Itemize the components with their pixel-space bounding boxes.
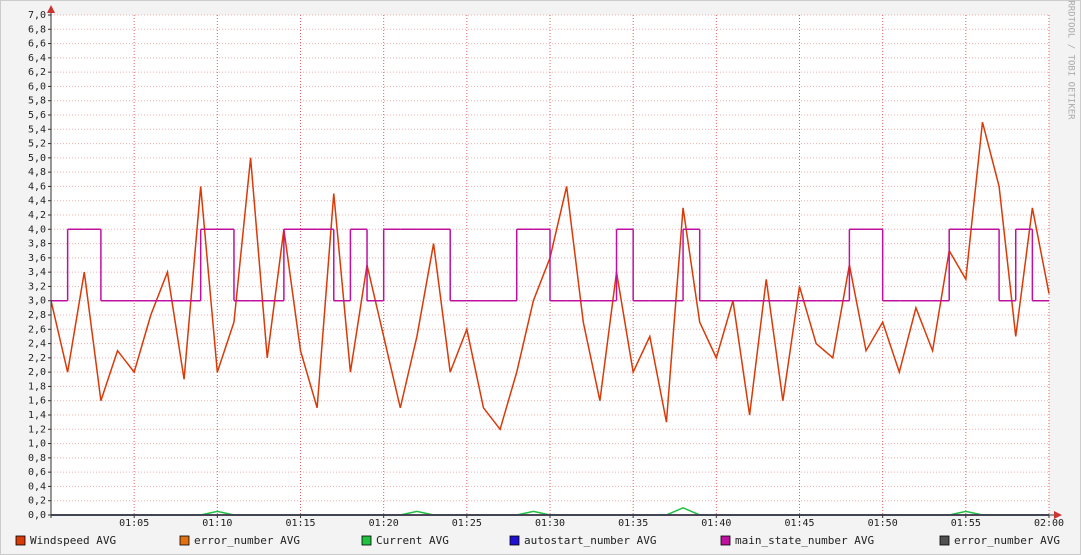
legend-label: error_number AVG <box>194 534 300 547</box>
y-tick-label: 1,8 <box>28 381 46 392</box>
y-tick-label: 6,4 <box>28 53 46 64</box>
x-tick-label: 01:25 <box>452 518 482 529</box>
y-tick-label: 1,2 <box>28 424 46 435</box>
y-tick-label: 4,2 <box>28 210 46 221</box>
legend-label: main_state_number AVG <box>735 534 874 547</box>
y-tick-label: 0,6 <box>28 467 46 478</box>
x-tick-label: 01:20 <box>369 518 399 529</box>
legend-swatch <box>509 535 520 546</box>
y-tick-label: 3,4 <box>28 267 46 278</box>
axes: 0,0 0,2 0,4 0,6 0,8 1,0 1,2 1,4 1,6 1,8 2,0 2,2 2,4 2… <box>28 5 1064 529</box>
x-tick-label: 01:50 <box>868 518 898 529</box>
y-tick-label: 3,6 <box>28 253 46 264</box>
y-tick-label: 0,8 <box>28 453 46 464</box>
legend-swatch <box>179 535 190 546</box>
y-tick-label: 4,6 <box>28 181 46 192</box>
y-tick-label: 4,4 <box>28 196 46 207</box>
y-tick-label: 7,0 <box>28 10 46 21</box>
y-tick-label: 1,6 <box>28 396 46 407</box>
y-tick-label: 2,2 <box>28 353 46 364</box>
y-tick-label: 6,0 <box>28 81 46 92</box>
legend-swatch <box>15 535 26 546</box>
legend-label: autostart_number AVG <box>524 534 656 547</box>
y-tick-label: 2,0 <box>28 367 46 378</box>
legend: Windspeed AVG error_number AVG Current AVG… <box>15 534 1060 547</box>
y-tick-label: 2,4 <box>28 339 46 350</box>
y-tick-label: 2,6 <box>28 324 46 335</box>
y-arrow <box>47 5 55 13</box>
x-tick-label: 01:30 <box>535 518 565 529</box>
y-tick-label: 5,6 <box>28 110 46 121</box>
y-tick-label: 5,4 <box>28 124 46 135</box>
y-tick-label: 0,4 <box>28 481 46 492</box>
y-tick-label: 4,0 <box>28 224 46 235</box>
x-tick-label: 01:40 <box>701 518 731 529</box>
y-tick-label: 0,0 <box>28 510 46 521</box>
y-tick-label: 3,0 <box>28 296 46 307</box>
y-tick-label: 2,8 <box>28 310 46 321</box>
x-tick-label: 01:45 <box>784 518 814 529</box>
x-arrow <box>1054 511 1062 519</box>
legend-label: Windspeed AVG <box>30 534 116 547</box>
legend-swatch <box>720 535 731 546</box>
watermark: RRDTOOL / TOBI OETIKER <box>1066 0 1076 120</box>
y-tick-label: 5,8 <box>28 96 46 107</box>
y-tick-label: 1,0 <box>28 439 46 450</box>
x-tick-label: 01:55 <box>951 518 981 529</box>
x-tick-label: 01:15 <box>285 518 315 529</box>
x-tick-label: 02:00 <box>1034 518 1064 529</box>
legend-label: Current AVG <box>376 534 449 547</box>
y-tick-label: 3,2 <box>28 281 46 292</box>
y-tick-label: 1,4 <box>28 410 46 421</box>
y-tick-label: 6,6 <box>28 39 46 50</box>
legend-swatch <box>361 535 372 546</box>
legend-swatch <box>939 535 950 546</box>
y-tick-label: 5,0 <box>28 153 46 164</box>
y-tick-label: 6,2 <box>28 67 46 78</box>
x-tick-label: 01:05 <box>119 518 149 529</box>
x-tick-label: 01:35 <box>618 518 648 529</box>
y-tick-label: 6,8 <box>28 24 46 35</box>
y-tick-label: 5,2 <box>28 139 46 150</box>
y-tick-label: 0,2 <box>28 496 46 507</box>
x-tick-label: 01:10 <box>202 518 232 529</box>
y-tick-label: 4,8 <box>28 167 46 178</box>
legend-label: error_number AVG <box>954 534 1060 547</box>
y-tick-label: 3,8 <box>28 239 46 250</box>
